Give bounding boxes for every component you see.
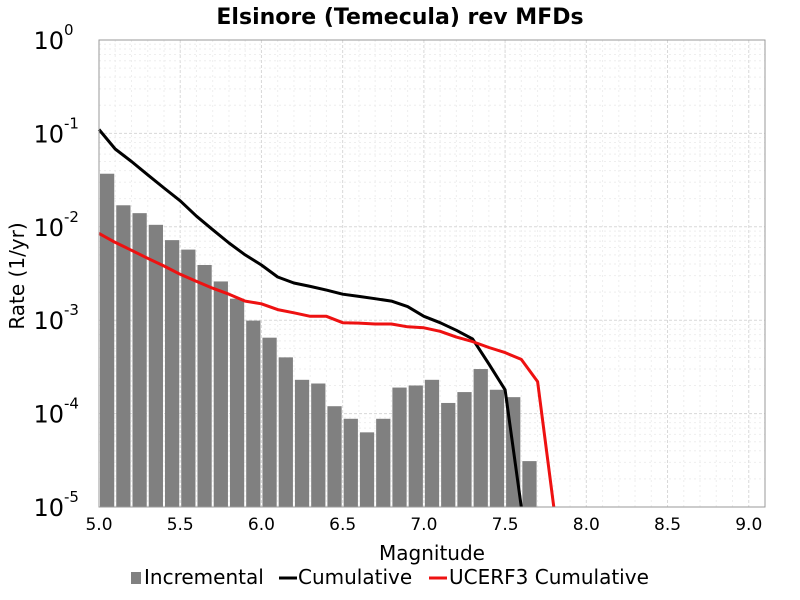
y-tick-label: 10 — [33, 214, 64, 242]
y-tick-exponent: -4 — [64, 395, 79, 413]
x-tick-label: 8.0 — [573, 515, 600, 535]
incremental-bar — [116, 205, 131, 508]
incremental-bar — [148, 224, 163, 507]
incremental-bar — [441, 402, 456, 507]
incremental-bar — [522, 461, 537, 507]
incremental-bar — [457, 392, 472, 507]
incremental-bars — [100, 173, 537, 508]
incremental-bar — [197, 264, 212, 507]
incremental-bar — [489, 389, 505, 507]
x-tick-label: 9.0 — [735, 515, 762, 535]
x-tick-label: 5.5 — [167, 515, 194, 535]
cumulative-lines — [97, 128, 556, 508]
incremental-bar — [473, 369, 488, 507]
incremental-bar — [262, 337, 277, 507]
x-axis-ticks: 5.0 5.5 6.0 6.5 7.0 7.5 8.0 8.5 9.0 — [85, 515, 762, 535]
x-tick-label: 7.5 — [492, 515, 519, 535]
incremental-bar — [424, 379, 440, 507]
incremental-bar — [229, 298, 245, 507]
y-tick-exponent: 0 — [64, 21, 74, 39]
incremental-bar — [359, 432, 375, 507]
incremental-bar — [246, 320, 261, 507]
y-tick-exponent: -1 — [64, 114, 79, 132]
legend-ucerf3-label: UCERF3 Cumulative — [449, 565, 649, 589]
cumulative-line — [97, 128, 523, 508]
incremental-bar — [132, 213, 147, 507]
x-tick-label: 5.0 — [85, 515, 112, 535]
y-axis-label: Rate (1/yr) — [5, 222, 29, 329]
incremental-bar — [311, 383, 326, 507]
incremental-bar — [213, 281, 228, 507]
y-tick-exponent: -3 — [64, 301, 79, 319]
x-tick-label: 8.5 — [654, 515, 681, 535]
incremental-bar — [181, 249, 196, 507]
y-tick-label: 10 — [33, 401, 64, 429]
y-tick-label: 10 — [33, 307, 64, 335]
x-axis-label: Magnitude — [379, 541, 485, 565]
incremental-bar — [100, 173, 115, 507]
legend-incremental-label: Incremental — [144, 565, 264, 589]
plot-frame — [98, 39, 766, 508]
incremental-bar — [278, 357, 293, 507]
x-tick-label: 6.0 — [248, 515, 275, 535]
incremental-bar — [343, 418, 358, 507]
incremental-bar — [408, 385, 423, 507]
x-tick-label: 6.5 — [329, 515, 356, 535]
incremental-bar — [392, 387, 407, 507]
y-tick-label: 10 — [33, 27, 64, 55]
legend: Incremental Cumulative UCERF3 Cumulative — [131, 565, 649, 589]
ucerf3-cumulative-line — [98, 232, 556, 508]
incremental-bar — [164, 240, 180, 508]
chart-title: Elsinore (Temecula) rev MFDs — [216, 5, 583, 30]
incremental-bar — [294, 379, 310, 507]
y-tick-label: 10 — [33, 120, 64, 148]
incremental-bar — [376, 418, 391, 507]
x-tick-label: 7.0 — [410, 515, 437, 535]
legend-incremental-swatch — [131, 572, 141, 584]
y-tick-exponent: -5 — [64, 488, 79, 506]
legend-cumulative-label: Cumulative — [298, 565, 412, 589]
y-tick-label: 10 — [33, 494, 64, 522]
y-tick-exponent: -2 — [64, 208, 79, 226]
incremental-bar — [327, 406, 342, 507]
